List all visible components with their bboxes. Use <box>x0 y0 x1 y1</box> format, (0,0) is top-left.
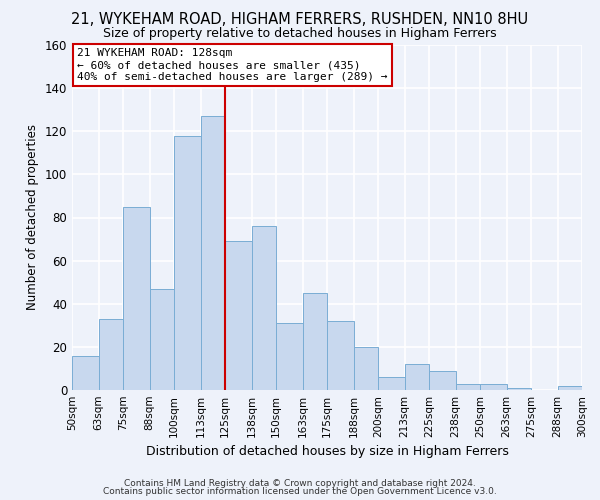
X-axis label: Distribution of detached houses by size in Higham Ferrers: Distribution of detached houses by size … <box>146 446 508 458</box>
Bar <box>506 388 531 390</box>
Bar <box>455 384 480 390</box>
Text: 21 WYKEHAM ROAD: 128sqm
← 60% of detached houses are smaller (435)
40% of semi-d: 21 WYKEHAM ROAD: 128sqm ← 60% of detache… <box>77 48 388 82</box>
Bar <box>123 206 149 390</box>
Y-axis label: Number of detached properties: Number of detached properties <box>26 124 39 310</box>
Bar <box>378 377 404 390</box>
Bar <box>149 288 174 390</box>
Text: Size of property relative to detached houses in Higham Ferrers: Size of property relative to detached ho… <box>103 28 497 40</box>
Bar <box>353 347 378 390</box>
Bar <box>429 370 455 390</box>
Text: 21, WYKEHAM ROAD, HIGHAM FERRERS, RUSHDEN, NN10 8HU: 21, WYKEHAM ROAD, HIGHAM FERRERS, RUSHDE… <box>71 12 529 28</box>
Bar <box>327 321 353 390</box>
Bar <box>557 386 582 390</box>
Text: Contains HM Land Registry data © Crown copyright and database right 2024.: Contains HM Land Registry data © Crown c… <box>124 478 476 488</box>
Bar <box>276 323 302 390</box>
Bar <box>98 319 123 390</box>
Bar <box>302 293 327 390</box>
Bar <box>72 356 98 390</box>
Bar <box>251 226 276 390</box>
Bar <box>480 384 506 390</box>
Text: Contains public sector information licensed under the Open Government Licence v3: Contains public sector information licen… <box>103 487 497 496</box>
Bar <box>200 116 225 390</box>
Bar <box>404 364 429 390</box>
Bar <box>174 136 200 390</box>
Bar <box>225 241 251 390</box>
